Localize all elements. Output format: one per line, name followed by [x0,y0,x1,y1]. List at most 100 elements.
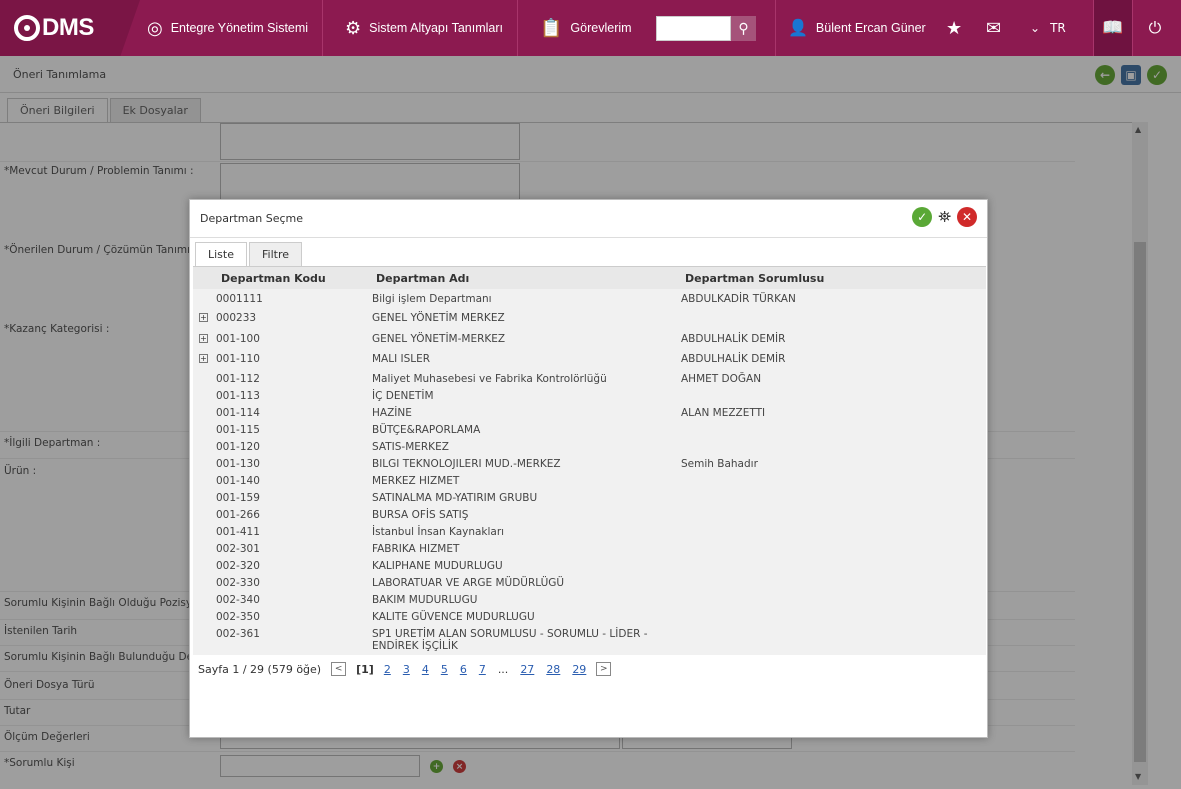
field-label: *İlgili Departman : [4,437,101,449]
dialog-header: Departman Seçme ✓ ⛯ ✕ [190,200,987,238]
cell-code: 001-112 [216,373,260,385]
page-link[interactable]: 6 [459,662,467,676]
tab-liste[interactable]: Liste [195,242,247,266]
cell-owner: ABDULHALİK DEMİR [681,353,786,365]
dialog-actions: ✓ ⛯ ✕ [912,207,977,227]
field-label: İstenilen Tarih [4,625,78,637]
user-name: Bülent Ercan Güner [815,21,926,35]
expand-plus-icon[interactable]: + [199,313,208,322]
dialog-title: Departman Seçme [200,212,304,225]
close-icon[interactable]: ✕ [957,207,977,227]
nav-label: Görevlerim [570,21,632,35]
nav-label: Entegre Yönetim Sistemi [170,21,309,35]
cell-name: HAZİNE [372,407,412,419]
search-button[interactable]: ⚲ [731,16,756,41]
search-area: ⚲ [656,16,756,41]
cell-name: SATIS-MERKEZ [372,441,449,453]
nav-gorevlerim[interactable]: 📋 Görevlerim [540,0,646,56]
confirm-check-icon[interactable]: ✓ [912,207,933,227]
grid-header: Departman Kodu Departman Adı Departman S… [193,267,986,289]
next-page-icon[interactable]: > [596,662,612,676]
grid-body: 0001111 Bilgi işlem Departmanı ABDULKADİR … [193,289,986,655]
column-header-name[interactable]: Departman Adı [376,272,470,285]
cell-name: BILGI TEKNOLOJILERI MUD.-MERKEZ [372,458,561,470]
page-scrollbar[interactable]: ▲ ▼ [1132,122,1148,785]
page-link[interactable]: 4 [421,662,429,676]
page-link[interactable]: 3 [402,662,410,676]
cell-code: 001-114 [216,407,260,419]
cell-code: 001-120 [216,441,260,453]
page-header: Öneri Tanımlama ← ▣ ✓ [0,56,1181,93]
chevron-down-icon: ⌄ [1030,21,1041,35]
remove-icon[interactable]: × [453,760,466,773]
department-grid: Departman Kodu Departman Adı Departman S… [193,266,986,655]
cell-code: 000233 [216,312,257,324]
back-icon[interactable]: ← [1095,65,1115,85]
pager-summary: Sayfa 1 / 29 (579 öğe) [198,662,322,676]
textarea-top[interactable] [220,123,520,160]
qdms-logo[interactable]: DMS [0,0,140,56]
cell-code: 001-100 [216,333,260,345]
help-book-icon[interactable]: 📖 [1093,0,1133,56]
save-icon[interactable]: ▣ [1121,65,1141,85]
check-icon[interactable]: ✓ [1147,65,1167,85]
expand-plus-icon[interactable]: + [199,354,208,363]
mail-icon[interactable]: ✉ [986,17,1002,39]
field-label: Ölçüm Değerleri [4,731,90,743]
tab-ek-dosyalar[interactable]: Ek Dosyalar [109,98,201,122]
cell-name: KALIPHANE MUDURLUGU [372,560,503,572]
page-link[interactable]: 27 [520,662,535,676]
search-icon: ⚲ [738,20,749,37]
language-code: TR [1050,21,1066,35]
expand-plus-icon[interactable]: + [199,334,208,343]
cell-code: 002-301 [216,543,260,555]
page-link[interactable]: 7 [478,662,486,676]
form-divider [0,161,1075,162]
scroll-up-icon[interactable]: ▲ [1135,125,1142,134]
user-menu[interactable]: 👤 Bülent Ercan Güner [775,0,926,56]
cell-code: 001-159 [216,492,260,504]
binoculars-icon[interactable]: ⛯ [938,207,951,226]
sorumlu-kisi-input[interactable] [220,755,420,777]
cell-code: 001-140 [216,475,260,487]
tab-oneri-bilgileri[interactable]: Öneri Bilgileri [7,98,108,122]
column-header-owner[interactable]: Departman Sorumlusu [685,272,825,285]
nav-sistem-altyapi[interactable]: ⚙ Sistem Altyapı Tanımları [345,0,518,56]
cell-name: MALI ISLER [372,353,431,365]
page-actions: ← ▣ ✓ [1095,65,1167,85]
cell-name: KALITE GÜVENCE MUDURLUGU [372,611,535,623]
scroll-down-icon[interactable]: ▼ [1135,772,1142,781]
cell-name: BÜTÇE&RAPORLAMA [372,424,481,436]
page-tabs: Öneri Bilgileri Ek Dosyalar [7,98,201,122]
page-link[interactable]: 29 [572,662,587,676]
cell-code: 001-110 [216,353,260,365]
mevcut-durum-field[interactable] [220,163,520,203]
cell-name: İÇ DENETİM [372,390,434,402]
column-header-code[interactable]: Departman Kodu [221,272,326,285]
power-icon[interactable]: ⏻ [1148,18,1162,37]
field-label: *Mevcut Durum / Problemin Tanımı : [4,165,194,177]
add-icon[interactable]: + [430,760,443,773]
star-icon[interactable]: ★ [946,17,963,39]
search-input[interactable] [656,16,731,41]
gear-icon: ⚙ [345,17,362,38]
page-link[interactable]: 5 [440,662,448,676]
cell-name: MERKEZ HIZMET [372,475,460,487]
cell-name: LABORATUAR VE ARGE MÜDÜRLÜGÜ [372,577,565,589]
language-selector[interactable]: ⌄ TR [1030,0,1066,56]
field-label: Öneri Dosya Türü [4,679,95,691]
cell-owner: ABDULHALİK DEMİR [681,333,786,345]
clipboard-icon: 📋 [540,17,563,38]
cell-owner: ALAN MEZZETTI [681,407,766,419]
page-link[interactable]: 2 [383,662,391,676]
page-link[interactable]: 28 [546,662,561,676]
scrollbar-thumb[interactable] [1134,242,1146,762]
cell-name: Maliyet Muhasebesi ve Fabrika Kontrolörl… [372,373,607,385]
prev-page-icon[interactable]: < [331,662,347,676]
nav-entegre-yonetim[interactable]: ◎ Entegre Yönetim Sistemi [147,0,323,56]
cell-code: 002-340 [216,594,260,606]
field-label: *Sorumlu Kişi [4,757,75,769]
pager-ellipsis: ... [497,662,509,676]
tab-filtre[interactable]: Filtre [249,242,303,266]
cell-name: BAKIM MUDURLUGU [372,594,478,606]
